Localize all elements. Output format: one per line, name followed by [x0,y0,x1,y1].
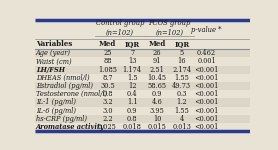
Text: IQR: IQR [174,40,189,48]
Text: LH/FSH: LH/FSH [36,66,65,74]
Text: 0.9: 0.9 [152,90,162,98]
Text: 0.018: 0.018 [123,123,142,131]
Text: 3.0: 3.0 [102,107,113,115]
Text: 0.4: 0.4 [127,90,138,98]
Text: <0.001: <0.001 [194,82,219,90]
Text: IQR: IQR [125,40,140,48]
Text: Age (year): Age (year) [36,49,71,57]
Text: IL-6 (pg/ml): IL-6 (pg/ml) [36,107,76,115]
Bar [35,98,250,107]
Text: 16: 16 [178,57,186,66]
Text: Aromatase activity: Aromatase activity [36,123,105,131]
Text: 1.5: 1.5 [127,74,138,82]
Text: 0.025: 0.025 [98,123,117,131]
Bar [35,82,250,90]
Text: 0.8: 0.8 [127,115,138,123]
Text: Med: Med [99,40,116,48]
Text: 1.174: 1.174 [123,66,142,74]
Text: Variables: Variables [36,40,72,48]
Text: <0.001: <0.001 [194,115,219,123]
Text: 1.55: 1.55 [174,107,189,115]
Text: 4: 4 [180,115,184,123]
Text: 26: 26 [153,49,161,57]
Text: 8.7: 8.7 [102,74,113,82]
Text: PCOS group
(n=102): PCOS group (n=102) [148,20,191,37]
Text: 3.2: 3.2 [102,99,113,106]
Text: 0.001: 0.001 [197,57,216,66]
Text: 0.9: 0.9 [127,107,138,115]
Text: 12: 12 [128,82,136,90]
Text: <0.001: <0.001 [194,74,219,82]
Text: Estradiol (pg/ml): Estradiol (pg/ml) [36,82,93,90]
Text: 2.51: 2.51 [150,66,165,74]
Text: 4.6: 4.6 [152,99,162,106]
Text: 88: 88 [103,57,112,66]
Text: 0.013: 0.013 [172,123,191,131]
Text: 1.55: 1.55 [174,74,189,82]
Text: <0.001: <0.001 [194,90,219,98]
Text: 7: 7 [130,49,134,57]
Text: 13: 13 [128,57,136,66]
Text: 0.8: 0.8 [102,90,113,98]
Bar [35,115,250,123]
Text: 0.3: 0.3 [177,90,187,98]
Text: 1.085: 1.085 [98,66,117,74]
Text: p-value *: p-value * [191,26,222,34]
Text: 0.462: 0.462 [197,49,216,57]
Text: DHEAS (nmol/l): DHEAS (nmol/l) [36,74,90,82]
Text: Med: Med [148,40,166,48]
Text: 10.45: 10.45 [147,74,167,82]
Text: Testosterone (nmol/l): Testosterone (nmol/l) [36,90,107,98]
Text: Control group
(n=102): Control group (n=102) [96,20,144,37]
Text: 30.5: 30.5 [100,82,115,90]
Bar [35,49,250,57]
Text: 1.2: 1.2 [177,99,187,106]
Text: 0.015: 0.015 [148,123,167,131]
Text: hs-CRP (pg/ml): hs-CRP (pg/ml) [36,115,87,123]
Text: 2.2: 2.2 [102,115,113,123]
Text: <0.001: <0.001 [194,123,219,131]
Text: <0.001: <0.001 [194,99,219,106]
Text: 10: 10 [153,115,161,123]
Text: 1.1: 1.1 [127,99,138,106]
Bar [35,66,250,74]
Text: Waist (cm): Waist (cm) [36,57,71,66]
Text: 58.65: 58.65 [147,82,167,90]
Text: 91: 91 [153,57,161,66]
Text: 2.174: 2.174 [172,66,191,74]
Text: 5: 5 [180,49,184,57]
Text: IL-1 (pg/ml): IL-1 (pg/ml) [36,99,76,106]
Text: 49.73: 49.73 [172,82,191,90]
Text: 25: 25 [103,49,112,57]
Text: <0.001: <0.001 [194,107,219,115]
Text: 3.95: 3.95 [150,107,165,115]
Text: <0.001: <0.001 [194,66,219,74]
